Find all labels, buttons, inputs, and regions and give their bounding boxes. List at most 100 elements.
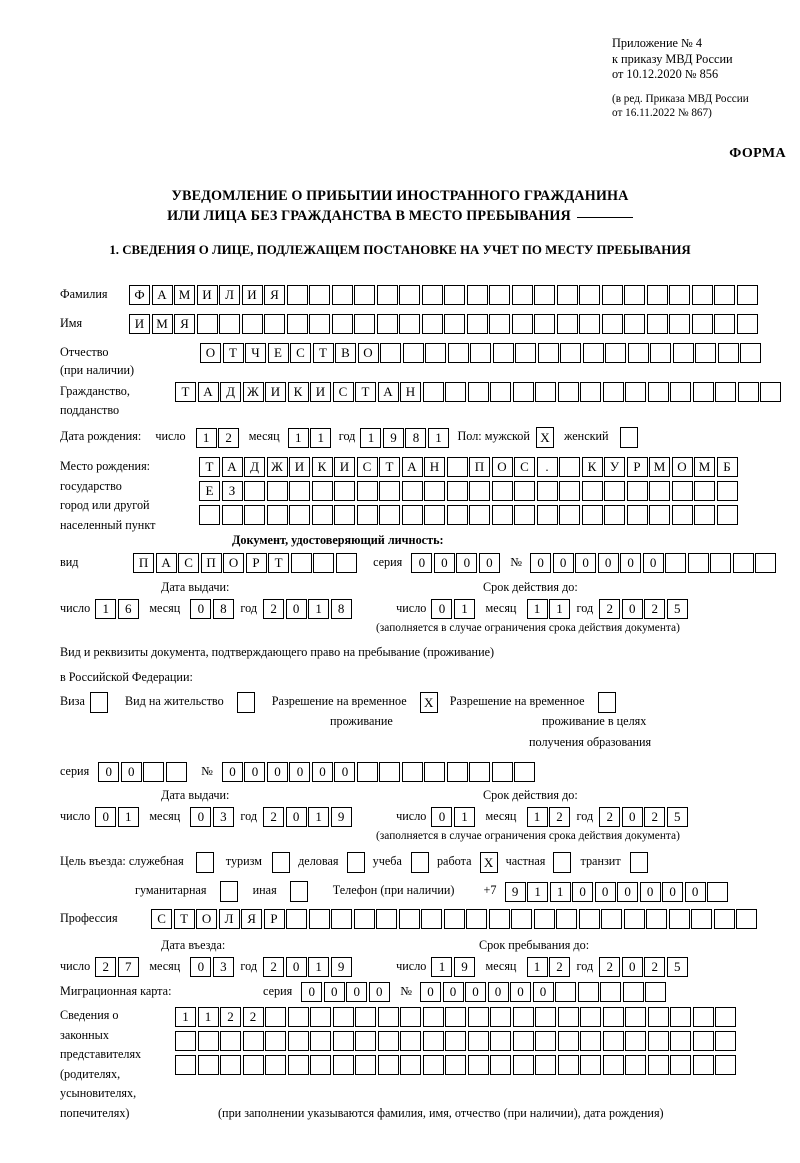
- char-box[interactable]: Н: [400, 382, 421, 402]
- char-box[interactable]: 0: [266, 762, 288, 782]
- char-box[interactable]: 0: [334, 762, 356, 782]
- char-box[interactable]: [469, 762, 491, 782]
- char-box[interactable]: [601, 285, 623, 305]
- char-box[interactable]: [470, 343, 491, 363]
- char-box[interactable]: [376, 285, 398, 305]
- char-box[interactable]: 2: [220, 1007, 241, 1027]
- char-box[interactable]: [649, 481, 670, 501]
- char-box[interactable]: 2: [599, 599, 621, 619]
- char-box[interactable]: 2: [263, 599, 285, 619]
- char-box[interactable]: [490, 382, 511, 402]
- char-box[interactable]: 2: [599, 807, 621, 827]
- char-box[interactable]: С: [178, 553, 200, 573]
- char-box[interactable]: [311, 505, 333, 525]
- char-box[interactable]: [692, 382, 714, 402]
- char-box[interactable]: [379, 762, 401, 782]
- checkbox-sex-male[interactable]: X: [535, 427, 554, 448]
- char-box[interactable]: [266, 481, 288, 501]
- char-box[interactable]: [469, 481, 490, 501]
- char-box[interactable]: [557, 382, 579, 402]
- char-box[interactable]: [286, 285, 308, 305]
- char-box[interactable]: [354, 314, 375, 334]
- char-box[interactable]: И: [334, 457, 355, 477]
- checkbox-residence-permit[interactable]: [236, 692, 255, 713]
- char-box[interactable]: [289, 481, 310, 501]
- char-box[interactable]: К: [311, 457, 333, 477]
- char-box[interactable]: [512, 1007, 534, 1027]
- char-box[interactable]: [577, 982, 599, 1002]
- char-box[interactable]: 0: [621, 599, 643, 619]
- char-box[interactable]: [534, 285, 555, 305]
- char-box[interactable]: 0: [285, 957, 307, 977]
- char-box[interactable]: 2: [263, 807, 285, 827]
- char-box[interactable]: [335, 553, 357, 573]
- char-box[interactable]: Я: [174, 314, 195, 334]
- char-box[interactable]: П: [133, 553, 155, 573]
- char-box[interactable]: О: [491, 457, 513, 477]
- char-box[interactable]: [424, 505, 445, 525]
- char-box[interactable]: [446, 481, 468, 501]
- char-box[interactable]: [672, 343, 694, 363]
- char-box[interactable]: [220, 1055, 241, 1075]
- char-box[interactable]: [334, 481, 355, 501]
- char-box[interactable]: [353, 909, 375, 929]
- char-box[interactable]: [377, 1055, 399, 1075]
- char-box[interactable]: [580, 382, 601, 402]
- checkbox-purpose-private[interactable]: [553, 852, 572, 873]
- char-box[interactable]: Е: [267, 343, 289, 363]
- char-box[interactable]: [579, 314, 600, 334]
- char-box[interactable]: 8: [330, 599, 352, 619]
- char-box[interactable]: [535, 1055, 556, 1075]
- char-box[interactable]: [647, 1031, 669, 1051]
- char-box[interactable]: [309, 285, 330, 305]
- char-box[interactable]: 0: [642, 553, 664, 573]
- char-box[interactable]: 0: [323, 982, 345, 1002]
- char-box[interactable]: 0: [431, 807, 453, 827]
- char-box[interactable]: 6: [117, 599, 139, 619]
- char-box[interactable]: [695, 343, 716, 363]
- char-box[interactable]: [713, 909, 735, 929]
- char-box[interactable]: [313, 553, 335, 573]
- char-box[interactable]: [760, 382, 781, 402]
- char-box[interactable]: С: [356, 457, 378, 477]
- char-box[interactable]: [671, 505, 693, 525]
- char-box[interactable]: [445, 1007, 466, 1027]
- char-box[interactable]: [444, 314, 465, 334]
- char-box[interactable]: 1: [453, 807, 475, 827]
- checkbox-visa[interactable]: [89, 692, 108, 713]
- char-box[interactable]: [491, 762, 513, 782]
- char-box[interactable]: 0: [639, 881, 661, 902]
- char-box[interactable]: [602, 382, 624, 402]
- char-box[interactable]: [421, 285, 443, 305]
- char-box[interactable]: 0: [572, 881, 594, 902]
- char-box[interactable]: [512, 1055, 534, 1075]
- char-box[interactable]: Б: [716, 457, 738, 477]
- char-box[interactable]: 3: [212, 957, 234, 977]
- char-box[interactable]: [601, 909, 623, 929]
- char-box[interactable]: Ч: [245, 343, 266, 363]
- char-box[interactable]: Ж: [242, 382, 264, 402]
- char-box[interactable]: [355, 1055, 376, 1075]
- char-box[interactable]: 2: [599, 957, 621, 977]
- char-box[interactable]: 2: [644, 957, 666, 977]
- char-box[interactable]: 0: [662, 881, 684, 902]
- char-box[interactable]: [401, 505, 423, 525]
- char-box[interactable]: [380, 343, 401, 363]
- legal-rep-boxes-3[interactable]: [175, 1055, 738, 1075]
- char-box[interactable]: [560, 343, 581, 363]
- char-box[interactable]: 0: [221, 762, 243, 782]
- char-box[interactable]: [220, 1031, 241, 1051]
- char-box[interactable]: [535, 1007, 556, 1027]
- char-box[interactable]: 0: [530, 553, 552, 573]
- char-box[interactable]: [356, 762, 378, 782]
